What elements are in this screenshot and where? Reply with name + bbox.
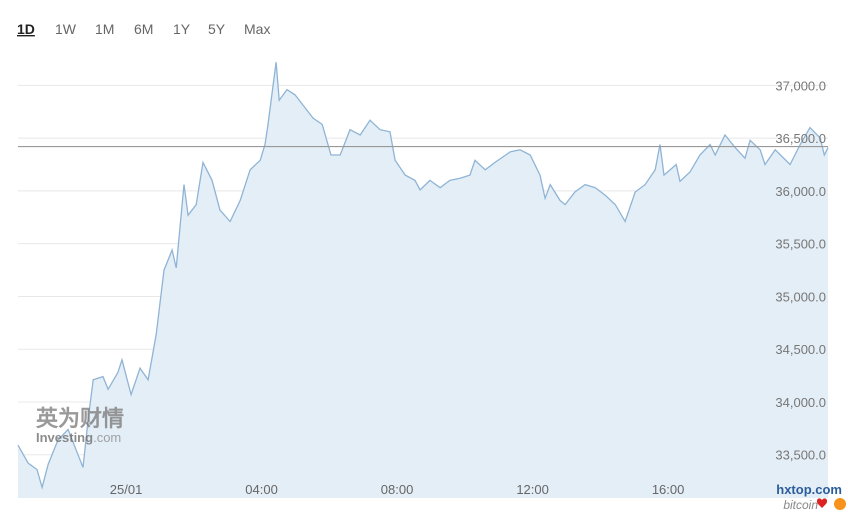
watermark-investing-main: Investing: [36, 430, 93, 445]
y-tick-label: 34,500.0: [775, 342, 826, 357]
watermark-investing: Investing.com: [36, 430, 121, 445]
y-tick-label: 36,000.0: [775, 184, 826, 199]
x-tick-label: 04:00: [245, 482, 278, 497]
heart-icon: [816, 498, 828, 508]
range-button[interactable]: 6M: [134, 21, 153, 37]
watermark-cn: 英为财情: [36, 406, 124, 431]
x-tick-label: 16:00: [652, 482, 685, 497]
y-tick-label: 35,500.0: [775, 237, 826, 252]
range-button[interactable]: 1Y: [173, 21, 191, 37]
range-button[interactable]: 1D: [17, 21, 35, 37]
x-tick-label: 25/01: [110, 482, 143, 497]
area-fill: [18, 62, 828, 498]
range-button[interactable]: Max: [244, 21, 270, 37]
bitcoin-icon: [834, 498, 846, 510]
y-tick-label: 36,500.0: [775, 131, 826, 146]
plot: 33,500.0 34,000.0 34,500.0 35,000.0 35,500.0…: [17, 62, 829, 498]
range-buttons: 1D 1W 1M 6M 1Y 5Y Max: [17, 21, 270, 37]
y-tick-label: 35,000.0: [775, 289, 826, 304]
y-tick-label: 34,000.0: [775, 395, 826, 410]
range-button[interactable]: 5Y: [208, 21, 226, 37]
range-button[interactable]: 1W: [55, 21, 77, 37]
x-tick-label: 08:00: [381, 482, 414, 497]
range-button[interactable]: 1M: [95, 21, 114, 37]
x-tick-label: 12:00: [516, 482, 549, 497]
watermarks: 英为财情 Investing.com: [36, 406, 124, 445]
watermark-site: hxtop.com: [776, 482, 842, 497]
y-tick-label: 37,000.0: [775, 78, 826, 93]
price-line: [17, 62, 829, 490]
watermark-site2: bitcoin: [783, 498, 818, 512]
watermark-investing-suffix: .com: [93, 430, 121, 445]
y-tick-label: 33,500.0: [775, 448, 826, 463]
